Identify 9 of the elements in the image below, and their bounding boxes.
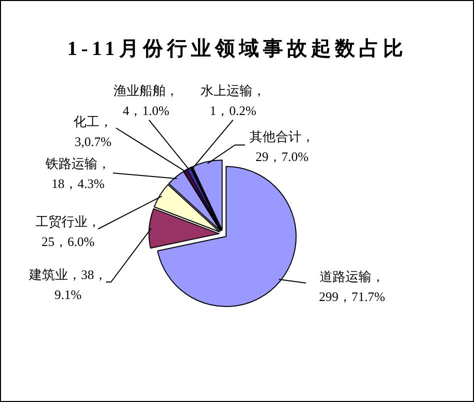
slice-label: 渔业船舶， 4，1.0% (114, 83, 178, 118)
slice-label: 化工， 3,0.7% (74, 114, 112, 149)
slice-label: 铁路运输， 18，4.3% (44, 156, 110, 191)
slice-label: 水上运输， 1，0.2% (200, 83, 266, 118)
slice-label: 工贸行业， 25，6.0% (36, 214, 100, 249)
chart-title: 1-11月份行业领域事故起数占比 (67, 38, 407, 60)
slice-label: 建筑业，38， 9.1% (28, 267, 107, 302)
slice-label: 其他合计， 29，7.0% (250, 129, 314, 164)
slice-label: 道路运输， 299，71.7% (318, 269, 386, 304)
